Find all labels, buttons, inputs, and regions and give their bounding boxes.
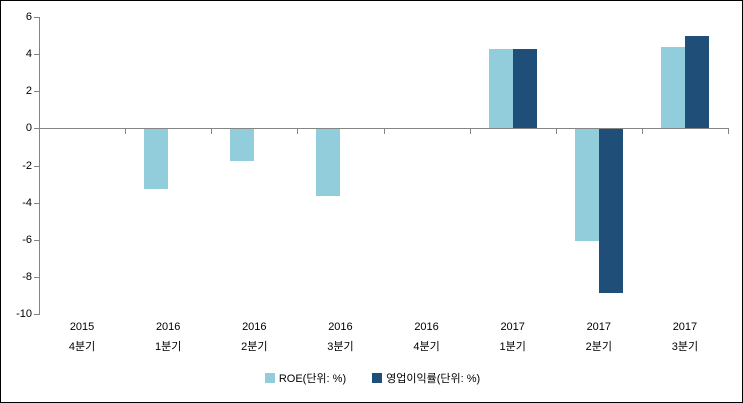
y-tick-label: 2 bbox=[25, 85, 32, 97]
y-tick-label: -2 bbox=[22, 160, 32, 172]
x-label-quarter: 4분기 bbox=[413, 341, 440, 353]
x-label-year: 2016 bbox=[242, 321, 267, 333]
x-category-label: 2015 4분기 bbox=[39, 317, 125, 357]
y-axis-tick bbox=[34, 54, 39, 55]
y-axis-line bbox=[39, 17, 40, 315]
x-axis-tick bbox=[470, 128, 471, 134]
legend-label-operating-margin: 영업이익률(단위: %) bbox=[386, 373, 481, 385]
x-axis-tick bbox=[384, 128, 385, 134]
x-axis-tick bbox=[556, 128, 557, 134]
x-category-label: 2016 2분기 bbox=[211, 317, 297, 357]
bar-roe-2016-1분기 bbox=[144, 129, 169, 189]
x-label-quarter: 2분기 bbox=[585, 341, 612, 353]
x-label-quarter: 2분기 bbox=[241, 341, 268, 353]
legend-label-roe: ROE(단위: %) bbox=[278, 373, 347, 385]
y-axis-tick bbox=[34, 128, 39, 129]
x-category-label: 2017 1분기 bbox=[470, 317, 556, 357]
legend-item-roe: ROE(단위: %) bbox=[264, 370, 347, 386]
x-label-quarter: 1분기 bbox=[499, 341, 526, 353]
bar-op-2017-2분기 bbox=[598, 129, 623, 293]
y-axis-tick bbox=[34, 203, 39, 204]
x-label-year: 2017 bbox=[672, 321, 698, 333]
y-tick-label: -8 bbox=[22, 271, 32, 283]
y-axis-tick bbox=[34, 91, 39, 92]
x-category-label: 2016 3분기 bbox=[297, 317, 383, 357]
y-tick-label: -10 bbox=[16, 308, 32, 320]
y-tick-label: 4 bbox=[25, 48, 32, 60]
x-axis-tick bbox=[211, 128, 212, 134]
bar-op-2017-3분기 bbox=[684, 35, 709, 129]
bar-op-2017-1분기 bbox=[512, 48, 537, 129]
x-category-label: 2017 3분기 bbox=[642, 317, 728, 357]
x-label-quarter: 1분기 bbox=[155, 341, 182, 353]
x-axis-tick bbox=[728, 128, 729, 134]
x-category-label: 2016 1분기 bbox=[125, 317, 211, 357]
y-tick-label: -6 bbox=[22, 234, 32, 246]
y-axis-tick bbox=[34, 277, 39, 278]
y-axis-tick bbox=[34, 314, 39, 315]
legend: ROE(단위: %) 영업이익률(단위: %) bbox=[1, 370, 742, 386]
x-label-quarter: 3분기 bbox=[327, 341, 354, 353]
y-axis-tick bbox=[34, 166, 39, 167]
bar-roe-2016-3분기 bbox=[316, 129, 341, 197]
x-label-quarter: 3분기 bbox=[671, 341, 699, 353]
x-category-label: 2017 2분기 bbox=[556, 317, 642, 357]
bar-roe-2016-2분기 bbox=[230, 129, 255, 161]
legend-item-operating-margin: 영업이익률(단위: %) bbox=[372, 370, 480, 386]
x-label-year: 2016 bbox=[155, 321, 181, 333]
y-axis-tick bbox=[34, 17, 39, 18]
y-tick-label: 6 bbox=[25, 11, 32, 23]
x-label-year: 2017 bbox=[586, 321, 612, 333]
x-label-year: 2016 bbox=[414, 321, 439, 333]
x-axis-tick bbox=[39, 128, 40, 134]
x-axis-tick bbox=[642, 128, 643, 134]
bar-roe-2017-2분기 bbox=[574, 129, 599, 241]
y-axis-tick bbox=[34, 240, 39, 241]
x-axis-tick bbox=[125, 128, 126, 134]
bar-roe-2017-3분기 bbox=[660, 46, 685, 129]
x-label-year: 2015 bbox=[69, 321, 95, 333]
x-label-year: 2016 bbox=[328, 321, 353, 333]
y-tick-label: -4 bbox=[22, 197, 32, 209]
x-label-quarter: 4분기 bbox=[68, 341, 96, 353]
y-tick-label: 0 bbox=[25, 122, 32, 134]
operating-margin-series-swatch bbox=[372, 373, 383, 383]
x-label-year: 2017 bbox=[500, 321, 525, 333]
x-axis-tick bbox=[297, 128, 298, 134]
x-category-label: 2016 4분기 bbox=[384, 317, 470, 357]
bar-roe-2017-1분기 bbox=[488, 48, 513, 129]
roe-series-swatch bbox=[264, 373, 275, 383]
